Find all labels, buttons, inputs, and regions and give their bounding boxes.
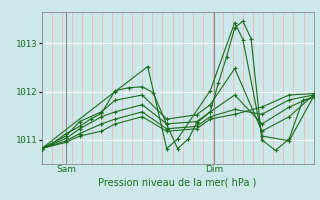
X-axis label: Pression niveau de la mer( hPa ): Pression niveau de la mer( hPa ) [99, 177, 257, 187]
